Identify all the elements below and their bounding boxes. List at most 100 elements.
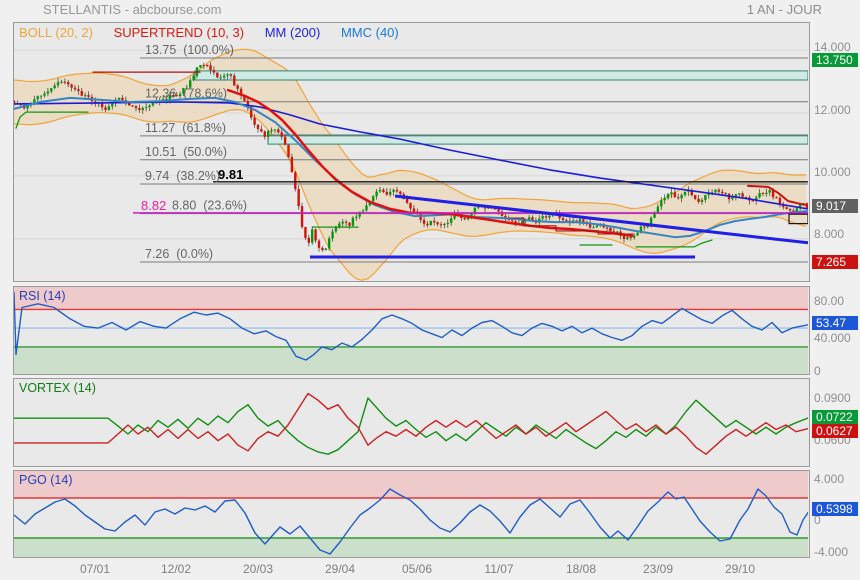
rsi-panel: RSI (14)	[13, 286, 810, 375]
candle-body	[266, 131, 270, 137]
candle-body	[222, 75, 226, 78]
candle-body	[46, 91, 50, 94]
candle-body	[629, 237, 632, 239]
candle-body	[182, 88, 185, 94]
rsi-title[interactable]: RSI (14)	[19, 289, 66, 303]
candle-body	[253, 117, 256, 125]
date-axis-label: 23/09	[642, 562, 674, 576]
bollinger-lower-line	[14, 108, 807, 281]
candle-body	[172, 95, 175, 97]
candle-body	[636, 232, 639, 236]
candle-body	[375, 191, 378, 197]
candle-body	[280, 132, 283, 137]
price-annotation-label: 9.81	[218, 167, 243, 182]
candle-body	[317, 240, 321, 248]
candle-body	[612, 231, 616, 233]
candlestick-chart[interactable]: 13.75 (100.0%) 12.36 (78.6%) 11.27 (61.8%)…	[14, 23, 809, 281]
candle-body	[43, 93, 46, 96]
candle-body	[426, 223, 429, 226]
price-axis-tick: 12.000	[814, 103, 851, 117]
candle-body	[660, 200, 663, 207]
candle-body	[246, 100, 250, 107]
candle-body	[185, 87, 189, 89]
candle-body	[500, 211, 504, 216]
candle-body	[751, 200, 754, 202]
vortex-chart[interactable]	[14, 379, 809, 466]
candle-body	[372, 196, 375, 202]
rsi-chart[interactable]	[14, 287, 809, 374]
fib-level-label: 10.51 (50.0%)	[145, 145, 227, 159]
candle-body	[314, 229, 317, 241]
candle-body	[229, 74, 233, 76]
candle-body	[741, 193, 744, 197]
candle-body	[639, 226, 643, 233]
candle-body	[107, 106, 111, 110]
candle-body	[673, 192, 677, 198]
candle-body	[287, 144, 290, 157]
candle-body	[385, 191, 388, 195]
candle-body	[297, 189, 300, 207]
pgo-chart[interactable]	[14, 471, 809, 557]
candle-body	[290, 156, 294, 173]
price-axis-tick: 14.000	[814, 40, 851, 54]
candle-body	[453, 213, 456, 219]
main-chart-legend: BOLL (20, 2) SUPERTREND (10, 3) MM (200)…	[19, 25, 416, 40]
candle-body	[236, 85, 239, 89]
candle-body	[392, 189, 395, 192]
candle-body	[477, 207, 480, 209]
candle-body	[189, 80, 192, 88]
date-axis-label: 12/02	[160, 562, 192, 576]
candle-body	[690, 190, 693, 196]
period-selector[interactable]: 1 AN - JOUR	[746, 2, 822, 17]
page-title: STELLANTIS - abcbourse.com	[43, 2, 222, 17]
candle-body	[178, 93, 182, 97]
legend-bollinger[interactable]: BOLL (20, 2)	[19, 25, 93, 40]
candle-body	[443, 224, 446, 225]
candle-body	[433, 220, 436, 223]
candle-body	[365, 205, 368, 211]
candle-body	[355, 216, 358, 218]
candle-body	[521, 221, 524, 224]
vortex-value-badge: 0.0627	[812, 424, 858, 438]
candle-body	[256, 124, 260, 129]
candle-body	[710, 192, 714, 194]
legend-mm200[interactable]: MM (200)	[264, 25, 321, 40]
candle-body	[721, 191, 724, 194]
main-price-panel: BOLL (20, 2) SUPERTREND (10, 3) MM (200)…	[13, 22, 810, 282]
candle-body	[670, 192, 673, 195]
candle-body	[243, 95, 246, 101]
candle-body	[575, 220, 578, 222]
pgo-axis-tick: 4.000	[814, 472, 845, 486]
candle-body	[53, 85, 56, 89]
candle-body	[212, 70, 216, 73]
pgo-upper-zone	[14, 471, 808, 498]
candle-body	[683, 191, 687, 195]
candle-body	[311, 229, 314, 243]
candle-body	[388, 191, 392, 195]
candle-body	[632, 235, 636, 238]
pgo-axis-tick: 0	[814, 513, 821, 527]
vortex-value-badge: 0.0722	[812, 410, 858, 424]
candle-body	[788, 209, 792, 211]
candle-body	[649, 217, 653, 225]
legend-mmc40[interactable]: MMC (40)	[340, 25, 399, 40]
candle-body	[358, 211, 361, 217]
candle-body	[344, 221, 348, 223]
candle-body	[707, 193, 710, 195]
rsi-overbought-zone	[14, 287, 808, 310]
candle-body	[744, 196, 748, 198]
vortex-title[interactable]: VORTEX (14)	[19, 381, 96, 395]
date-axis-label: 11/07	[484, 562, 514, 576]
price-axis-tick: 10.000	[814, 165, 851, 179]
candle-body	[616, 231, 619, 233]
candle-body	[378, 189, 382, 192]
legend-supertrend[interactable]: SUPERTREND (10, 3)	[113, 25, 245, 40]
candle-body	[341, 221, 344, 224]
pgo-title[interactable]: PGO (14)	[19, 473, 73, 487]
candle-body	[439, 224, 443, 226]
candle-body	[463, 218, 466, 220]
rsi-axis-tick: 80.00	[814, 294, 845, 308]
candle-body	[334, 226, 338, 232]
candle-body	[168, 95, 172, 100]
bollinger-band-fill	[14, 49, 806, 281]
